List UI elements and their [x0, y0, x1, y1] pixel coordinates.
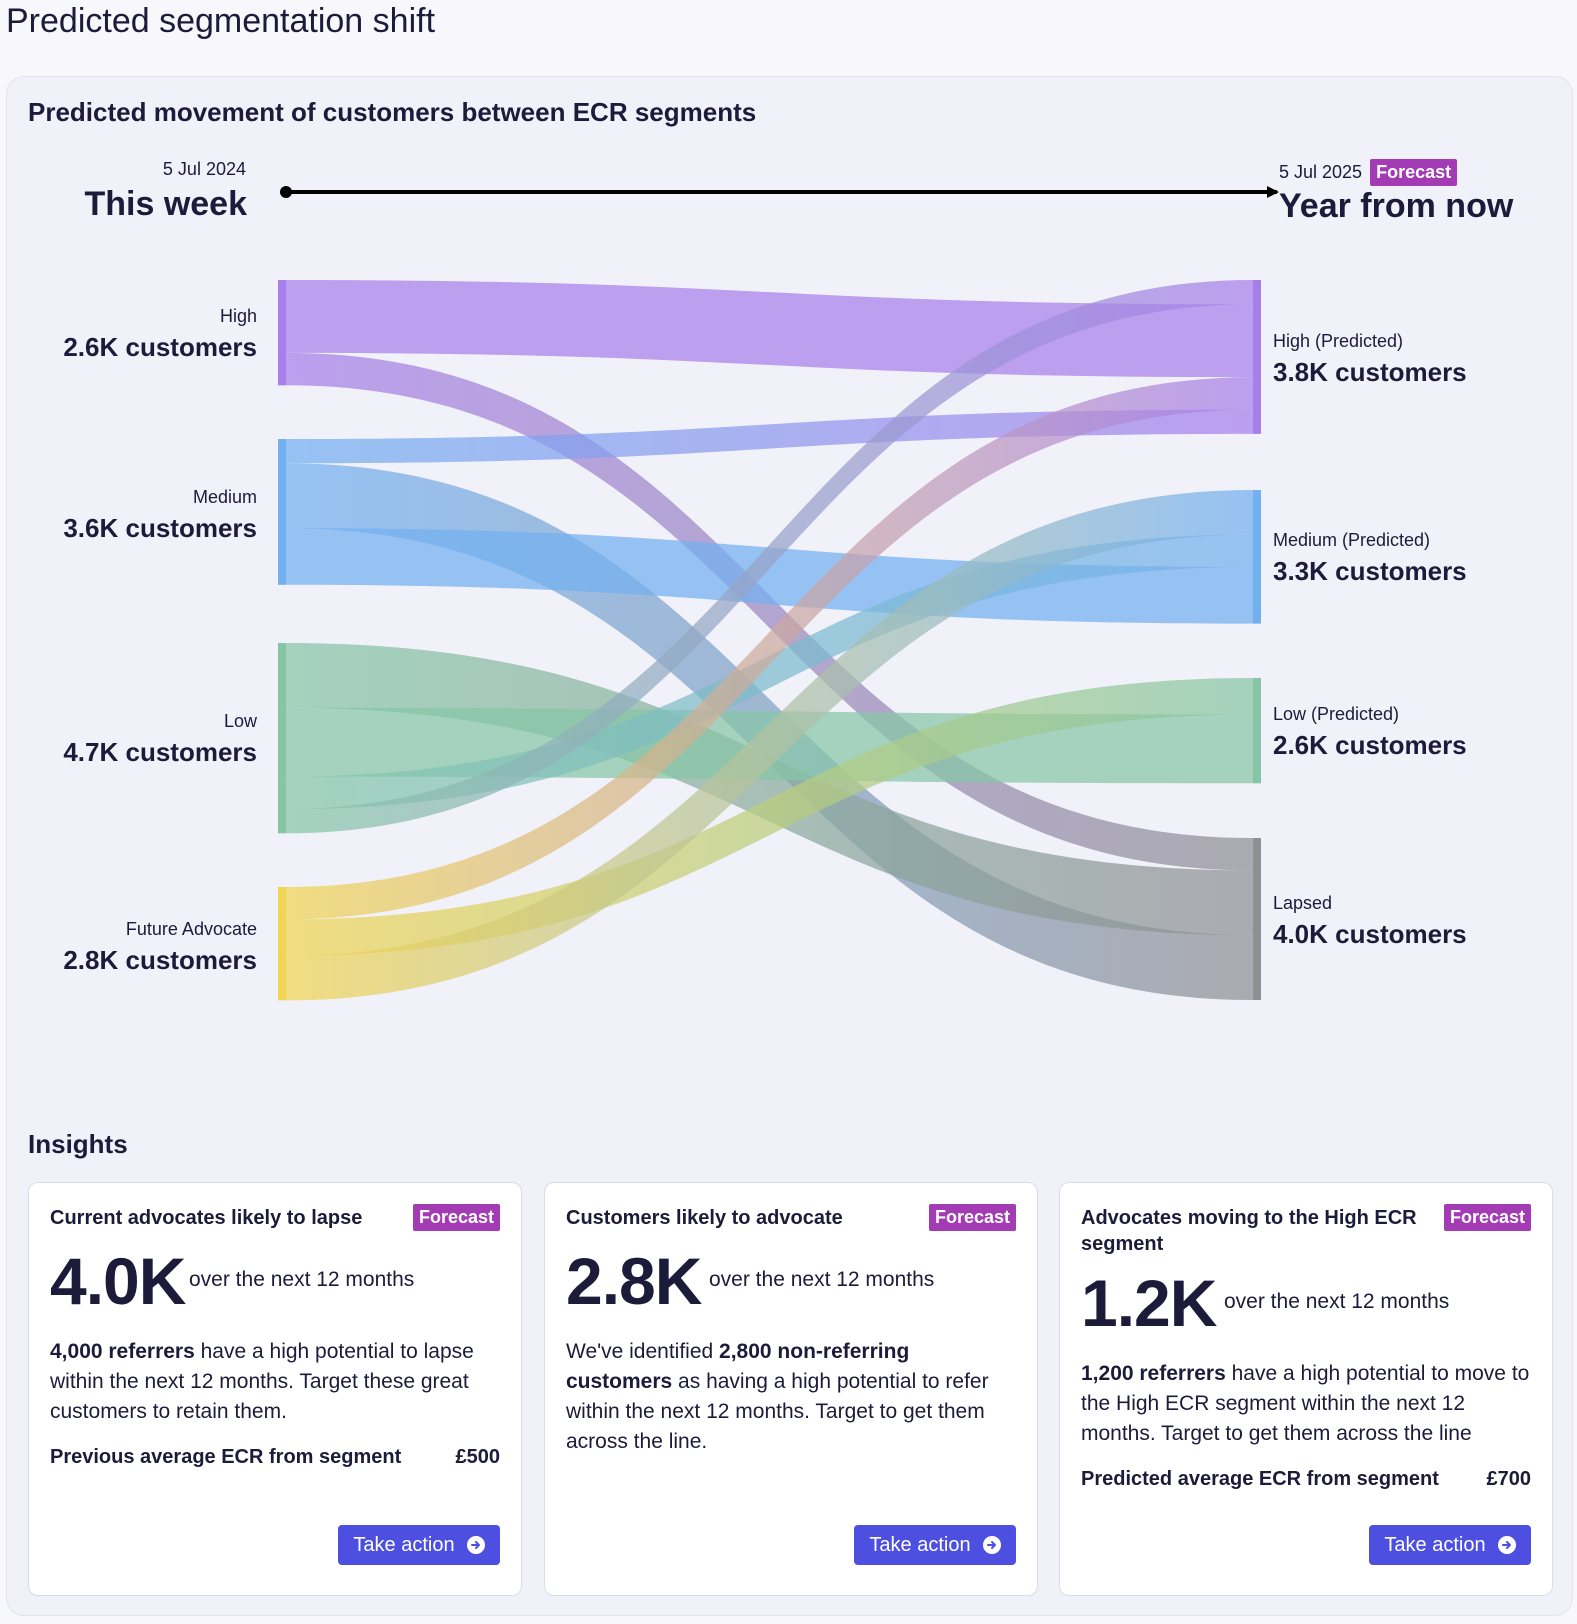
source-count-high: 2.6K customers	[63, 332, 257, 362]
insight-card-lapse: Current advocates likely to lapse Foreca…	[28, 1182, 522, 1596]
source-label-low: Low	[223, 711, 257, 731]
insight-stat-label: Previous average ECR from segment	[50, 1446, 402, 1468]
insight-desc-bold: 2,800 non-referring customers	[566, 1340, 910, 1393]
arrow-right-circle-icon	[1497, 1536, 1516, 1554]
forecast-badge: Forecast	[1443, 1204, 1531, 1231]
sankey-link-high-to-high_p	[286, 280, 1253, 378]
take-action-button[interactable]: Take action	[854, 1525, 1016, 1565]
start-label: This week	[84, 185, 247, 223]
sankey-link-low-to-high_p	[286, 280, 1253, 834]
insight-value: 2.8K	[566, 1244, 702, 1318]
sankey-node-future	[278, 887, 286, 1001]
source-count-medium: 3.6K customers	[63, 513, 257, 543]
insight-description: 4,000 referrers have a high potential to…	[50, 1337, 500, 1427]
insight-title: Current advocates likely to lapse	[50, 1207, 363, 1229]
sankey-link-future-to-medium_p	[286, 490, 1253, 1001]
sankey-node-low	[278, 643, 286, 834]
take-action-label: Take action	[1384, 1533, 1486, 1556]
insight-desc-text: have a high potential to lapse within th…	[50, 1340, 474, 1423]
source-count-low: 4.7K customers	[63, 737, 257, 767]
sankey-node-medium_p	[1253, 490, 1261, 624]
arrow-right-circle-icon	[982, 1536, 1001, 1554]
timeline-arrow	[280, 186, 1279, 198]
source-label-future: Future Advocate	[125, 919, 257, 939]
sankey-nodes	[278, 280, 1261, 1001]
sankey-link-future-to-high_p	[286, 377, 1253, 920]
target-count-medium: 3.3K customers	[1273, 556, 1467, 586]
take-action-label: Take action	[353, 1533, 455, 1556]
source-count-future: 2.8K customers	[63, 945, 257, 975]
end-date-row: 5 Jul 2025 Forecast	[1279, 159, 1458, 186]
target-label-low: Low (Predicted)	[1273, 704, 1400, 724]
insights-heading: Insights	[28, 1129, 128, 1159]
insight-desc-bold: 1,200 referrers	[1081, 1362, 1226, 1385]
arrow-right-circle-icon	[466, 1536, 485, 1554]
end-date: 5 Jul 2025	[1279, 162, 1363, 182]
forecast-badge: Forecast	[928, 1204, 1016, 1231]
target-label-lapsed: Lapsed	[1273, 893, 1333, 913]
sankey-link-low-to-medium_p	[286, 534, 1253, 810]
end-label: Year from now	[1279, 187, 1514, 225]
sankey-node-medium	[278, 439, 286, 585]
insight-period: over the next 12 months	[709, 1268, 935, 1291]
insight-desc-text-pre: We've identified	[566, 1340, 720, 1363]
sankey-chart	[278, 186, 1279, 1001]
target-count-lapsed: 4.0K customers	[1273, 919, 1467, 949]
sankey-link-medium-to-high_p	[286, 409, 1253, 464]
source-label-high: High	[219, 306, 257, 326]
take-action-button[interactable]: Take action	[1369, 1525, 1531, 1565]
forecast-badge: Forecast	[1370, 159, 1458, 186]
sankey-link-high-to-lapsed	[286, 352, 1253, 871]
target-label-medium: Medium (Predicted)	[1273, 530, 1431, 550]
page-title: Predicted segmentation shift	[6, 2, 436, 40]
source-label-medium: Medium	[192, 487, 257, 507]
target-label-high: High (Predicted)	[1273, 331, 1404, 351]
insight-description: We've identified 2,800 non-referring cus…	[566, 1337, 1016, 1457]
sankey-node-low_p	[1253, 678, 1261, 784]
insight-title: Advocates moving to the High ECR segment	[1081, 1207, 1417, 1255]
sankey-node-lapsed	[1253, 838, 1261, 1000]
card-heading: Predicted movement of customers between …	[28, 97, 757, 127]
insight-value: 1.2K	[1081, 1266, 1217, 1340]
insight-desc-text: have a high potential to move to the Hig…	[1081, 1362, 1530, 1445]
sankey-link-future-to-low_p	[286, 678, 1253, 956]
insight-card-advocate: Customers likely to advocate Forecast 2.…	[544, 1182, 1038, 1596]
sankey-node-high_p	[1253, 280, 1261, 434]
insight-stat-value: £700	[1486, 1468, 1532, 1490]
sankey-link-medium-to-medium_p	[286, 528, 1253, 624]
target-count-high: 3.8K customers	[1273, 357, 1467, 387]
insight-description: 1,200 referrers have a high potential to…	[1081, 1359, 1531, 1449]
sankey-links	[286, 280, 1253, 1001]
take-action-label: Take action	[869, 1533, 971, 1556]
insight-period: over the next 12 months	[189, 1268, 415, 1291]
insight-period: over the next 12 months	[1224, 1290, 1450, 1313]
start-date: 5 Jul 2024	[162, 159, 246, 179]
segmentation-card: Predicted movement of customers between …	[6, 76, 1573, 1616]
target-count-low: 2.6K customers	[1273, 730, 1467, 760]
insight-card-high-ecr: Advocates moving to the High ECR segment…	[1059, 1182, 1553, 1596]
insight-desc-text: as having a high potential to refer with…	[566, 1370, 989, 1453]
sankey-node-high	[278, 280, 286, 386]
insight-stat-value: £500	[455, 1446, 501, 1468]
insight-title: Customers likely to advocate	[566, 1207, 843, 1229]
forecast-badge: Forecast	[412, 1204, 500, 1231]
insight-desc-bold: 4,000 referrers	[50, 1340, 195, 1363]
insight-stat-label: Predicted average ECR from segment	[1081, 1468, 1439, 1490]
insight-value: 4.0K	[50, 1244, 186, 1318]
take-action-button[interactable]: Take action	[338, 1525, 500, 1565]
